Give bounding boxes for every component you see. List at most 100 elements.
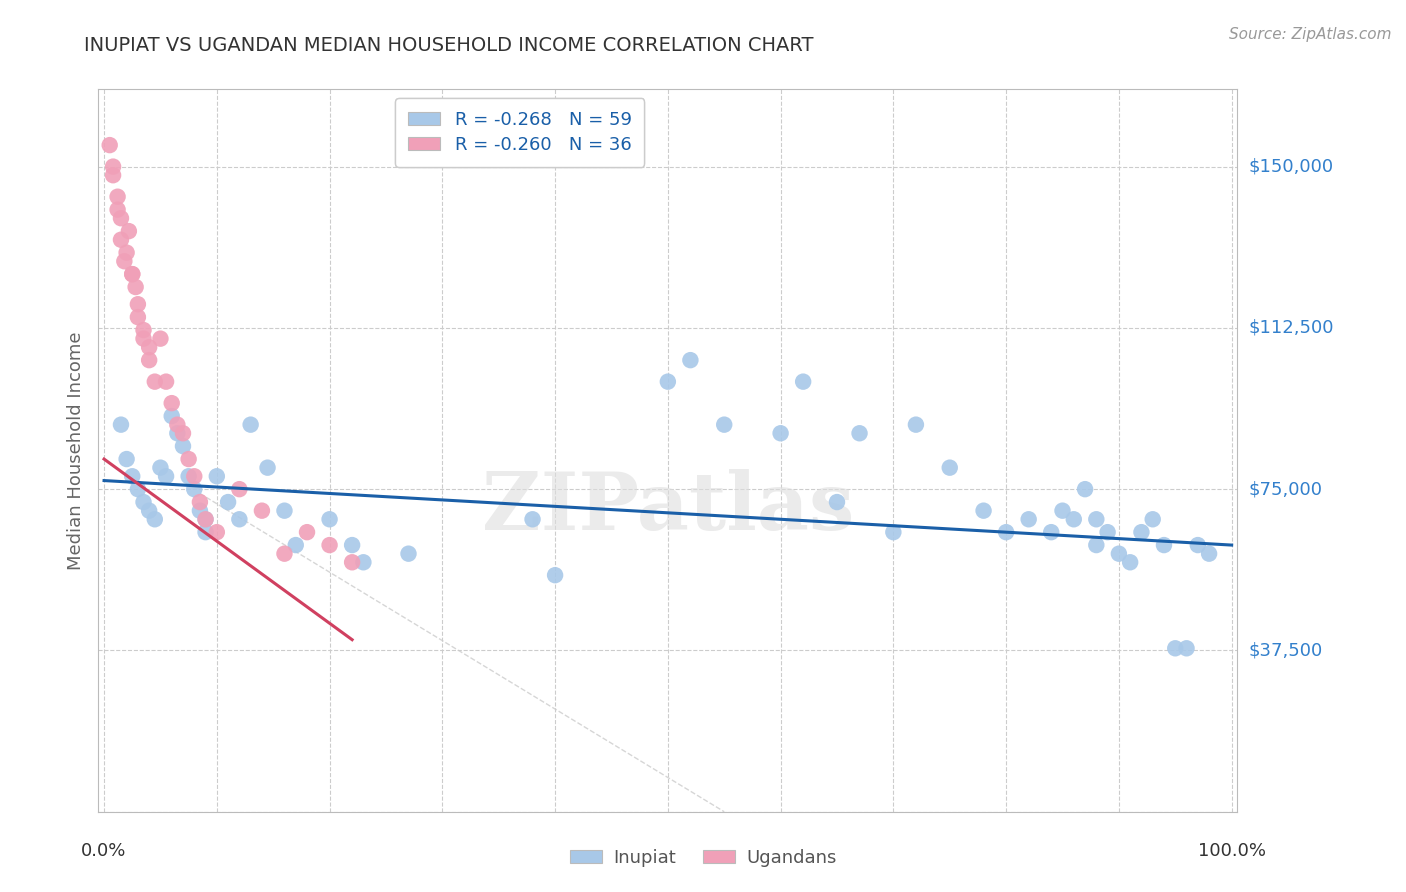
Point (284, 538, 307, 552)
Point (352, 555, 374, 569)
Point (138, 340, 160, 354)
Point (188, 503, 211, 517)
Point (112, 254, 135, 268)
Point (110, 211, 132, 226)
Point (101, 168, 124, 182)
Legend: R = -0.268   N = 59, R = -0.260   N = 36: R = -0.268 N = 59, R = -0.260 N = 36 (395, 98, 644, 167)
Point (273, 503, 295, 517)
Point (938, 460, 960, 475)
Point (544, 568, 567, 582)
Point (160, 409, 183, 423)
Point (713, 417, 735, 432)
Point (110, 233, 132, 247)
Legend: Inupiat, Ugandans: Inupiat, Ugandans (562, 842, 844, 874)
Point (101, 160, 124, 174)
Text: $112,500: $112,500 (1249, 318, 1334, 337)
Text: $75,000: $75,000 (1249, 480, 1323, 498)
Point (679, 353, 702, 368)
Text: $37,500: $37,500 (1249, 641, 1323, 659)
Point (1119, 555, 1142, 569)
Point (1074, 482, 1097, 496)
Point (107, 202, 129, 217)
Point (1040, 525, 1063, 540)
Point (127, 310, 149, 325)
Point (127, 297, 149, 311)
Text: Source: ZipAtlas.com: Source: ZipAtlas.com (1229, 27, 1392, 42)
Point (1130, 525, 1153, 540)
Point (228, 482, 250, 496)
Point (256, 460, 278, 475)
Point (115, 452, 138, 467)
Point (132, 495, 155, 509)
Point (1153, 538, 1175, 552)
Point (522, 512, 544, 526)
Point (1085, 512, 1108, 526)
Point (121, 469, 143, 483)
Point (1198, 547, 1220, 561)
Text: INUPIAT VS UGANDAN MEDIAN HOUSEHOLD INCOME CORRELATION CHART: INUPIAT VS UGANDAN MEDIAN HOUSEHOLD INCO… (84, 36, 814, 54)
Point (121, 267, 143, 281)
Point (143, 512, 166, 526)
Point (1052, 503, 1074, 517)
Point (318, 512, 340, 526)
Point (318, 538, 340, 552)
Point (194, 512, 217, 526)
Point (155, 469, 177, 483)
Point (143, 375, 166, 389)
Point (250, 503, 273, 517)
Point (138, 503, 160, 517)
Point (1175, 641, 1198, 656)
Point (1187, 538, 1209, 552)
Point (166, 426, 188, 441)
Point (1097, 525, 1119, 540)
Point (848, 426, 870, 441)
Text: 100.0%: 100.0% (1198, 842, 1265, 860)
Point (149, 332, 172, 346)
Point (217, 495, 239, 509)
Point (792, 375, 814, 389)
Point (273, 547, 295, 561)
Point (205, 469, 228, 483)
Point (138, 353, 160, 368)
Point (115, 245, 138, 260)
Point (904, 417, 927, 432)
Point (1108, 547, 1130, 561)
Point (172, 439, 194, 453)
Point (177, 469, 200, 483)
Point (194, 512, 217, 526)
Point (107, 190, 129, 204)
Point (340, 538, 363, 552)
Point (127, 482, 149, 496)
Point (1142, 512, 1164, 526)
Text: ZIPatlas: ZIPatlas (482, 469, 853, 548)
Point (1063, 512, 1085, 526)
Point (149, 460, 172, 475)
Point (98, 138, 121, 153)
Point (132, 332, 155, 346)
Point (657, 375, 679, 389)
Point (228, 512, 250, 526)
Point (1164, 641, 1187, 656)
Point (205, 525, 228, 540)
Point (183, 469, 205, 483)
Point (1018, 512, 1040, 526)
Y-axis label: Median Household Income: Median Household Income (66, 331, 84, 570)
Point (121, 267, 143, 281)
Point (1085, 538, 1108, 552)
Point (118, 224, 141, 238)
Text: $150,000: $150,000 (1249, 158, 1333, 176)
Point (295, 525, 318, 540)
Point (132, 323, 155, 337)
Point (340, 555, 363, 569)
Point (239, 417, 262, 432)
Point (194, 525, 217, 540)
Point (188, 495, 211, 509)
Point (882, 525, 904, 540)
Point (398, 547, 420, 561)
Point (166, 417, 188, 432)
Point (124, 280, 146, 294)
Point (160, 396, 183, 410)
Point (995, 525, 1018, 540)
Point (973, 503, 995, 517)
Point (825, 495, 848, 509)
